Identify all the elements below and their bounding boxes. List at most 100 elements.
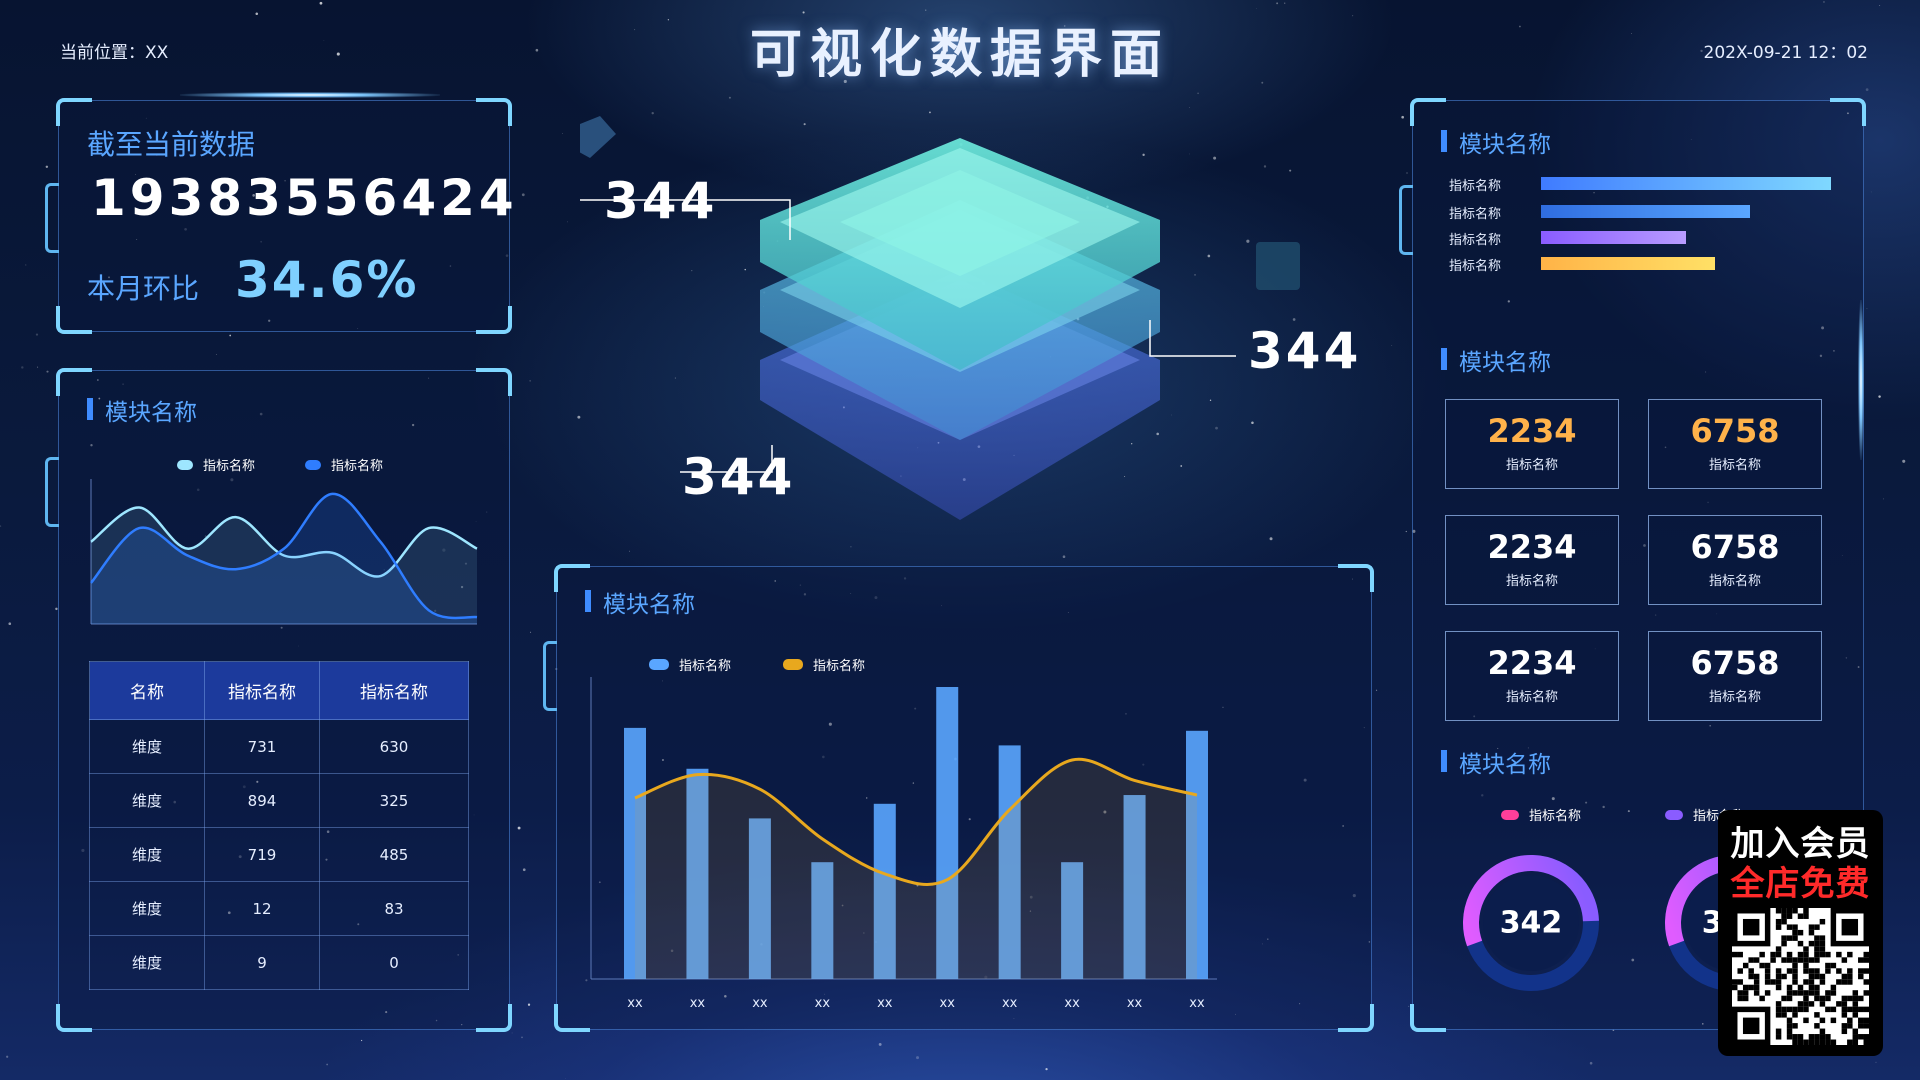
table-cell: 9 [204, 935, 320, 990]
star [1197, 92, 1199, 95]
promo-line-2: 全店免费 [1730, 864, 1871, 904]
legend-swatch [1501, 809, 1519, 820]
star [527, 1003, 531, 1006]
metric-label: 指标名称 [1449, 259, 1502, 274]
x-tick-label: xx [815, 996, 831, 1007]
table-cell: 维度 [89, 773, 205, 828]
star [25, 264, 27, 266]
left-module-title: 模块名称 [87, 393, 197, 427]
star [521, 1036, 523, 1039]
x-tick-label: xx [1002, 996, 1018, 1007]
stat-card: 6758 指标名称 [1648, 631, 1822, 721]
x-tick-label: xx [1064, 996, 1080, 1007]
star [521, 193, 525, 197]
legend-swatch [305, 459, 321, 470]
star [1902, 459, 1906, 463]
stat-card-label: 指标名称 [1505, 690, 1558, 705]
star [925, 9, 927, 11]
stat-card: 6758 指标名称 [1648, 515, 1822, 605]
table-cell: 12 [204, 881, 320, 936]
bar-line-chart: xx xx xx xx xx xx xx xx xx xx [590, 677, 1217, 1007]
callout-line [680, 445, 773, 473]
datetime: 202X-09-21 12：02 [1703, 43, 1868, 63]
qr-code-icon [1732, 908, 1869, 1045]
star [629, 550, 630, 552]
center-module-title: 模块名称 [585, 585, 695, 619]
legend-label: 指标名称 [813, 659, 866, 674]
x-tick-label: xx [627, 996, 643, 1007]
star [1269, 537, 1273, 541]
layer-callout-right: 344 [1248, 322, 1362, 380]
legend-swatch [649, 659, 669, 670]
table-header: 指标名称 [204, 661, 320, 720]
star [6, 1055, 9, 1058]
stat-card: 2234 指标名称 [1445, 399, 1619, 489]
stacked-layers-graphic [580, 116, 1300, 520]
legend-label: 指标名称 [203, 459, 256, 474]
legend-label: 指标名称 [1529, 809, 1582, 824]
series-area [91, 493, 477, 624]
metric-bar [1541, 257, 1715, 270]
x-tick-label: xx [752, 996, 768, 1007]
callout-line [1149, 320, 1236, 357]
bar [811, 862, 834, 979]
star [8, 622, 12, 626]
star [878, 1042, 882, 1046]
mom-value: 34.6% [235, 251, 419, 309]
floating-cube [1256, 242, 1300, 290]
table-cell: 485 [319, 827, 469, 882]
star [728, 96, 731, 99]
metric-label: 指标名称 [1449, 207, 1502, 222]
star [1878, 395, 1881, 398]
x-tick-label: xx [1189, 996, 1205, 1007]
star [1405, 530, 1407, 533]
summary-panel: 截至当前数据 19383556424 本月环比 34.6% [45, 98, 514, 334]
ring-center [1483, 875, 1579, 971]
glow-line [180, 92, 440, 98]
stat-card-value: 6758 [1690, 644, 1780, 682]
star [1589, 1061, 1593, 1065]
series-line [634, 757, 1198, 886]
legend-label: 指标名称 [331, 459, 384, 474]
layer-top [760, 138, 1160, 370]
table-row: 维度 731 630 [89, 719, 469, 774]
stat-card-value: 6758 [1690, 412, 1780, 450]
ring-value: 342 [1499, 905, 1563, 941]
layer-callout-bottom: 344 [682, 448, 796, 506]
series-area [635, 759, 1197, 979]
stat-card-label: 指标名称 [1708, 690, 1761, 705]
star [37, 366, 39, 368]
star [215, 353, 217, 355]
star [361, 1039, 363, 1042]
stat-card-value: 6758 [1690, 528, 1780, 566]
star [1375, 689, 1378, 691]
stat-card-value: 2234 [1487, 644, 1577, 682]
star [1823, 1, 1825, 3]
stat-card-value: 2234 [1487, 412, 1577, 450]
table-cell: 325 [319, 773, 469, 828]
mom-label: 本月环比 [87, 272, 200, 305]
star [916, 1056, 920, 1060]
x-tick-label: xx [877, 996, 893, 1007]
star [46, 370, 49, 373]
star [522, 868, 526, 872]
table-cell: 维度 [89, 881, 205, 936]
star [850, 546, 852, 548]
star [1866, 307, 1868, 309]
legend-item: 指标名称 [783, 655, 865, 674]
table-cell: 83 [319, 881, 469, 936]
table-cell: 731 [204, 719, 320, 774]
star [1276, 2, 1279, 5]
promo-badge[interactable]: 加入会员 全店免费 [1718, 810, 1883, 1056]
legend-item: 指标名称 [177, 455, 255, 474]
stat-card-label: 指标名称 [1708, 458, 1761, 473]
star [45, 165, 49, 169]
line-chart [90, 479, 478, 625]
star [0, 525, 2, 528]
page-title: 可视化数据界面 [749, 25, 1170, 85]
legend-item: 指标名称 [1501, 805, 1581, 824]
table-header-row: 名称 指标名称 指标名称 [89, 661, 469, 720]
star [1045, 1068, 1048, 1071]
bar [936, 687, 959, 979]
star [1284, 2, 1286, 4]
